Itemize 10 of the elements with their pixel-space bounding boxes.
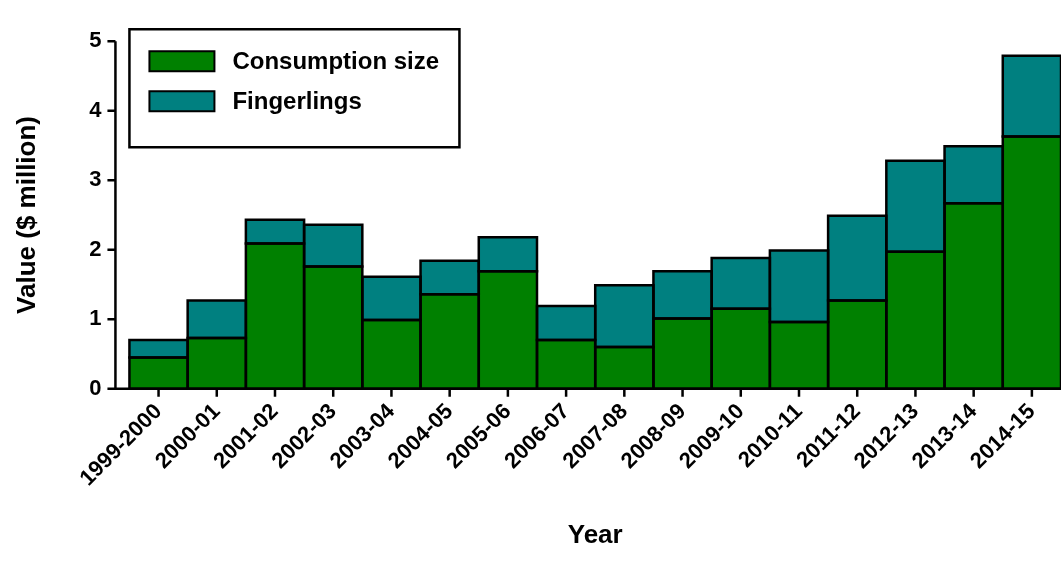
- y-tick-label: 3: [89, 166, 102, 192]
- y-tick-label: 2: [89, 235, 102, 261]
- y-tick-label: 1: [89, 305, 102, 331]
- y-tick-label: 4: [89, 96, 103, 122]
- y-tick-label: 5: [89, 27, 102, 53]
- x-axis-title: Year: [567, 518, 623, 549]
- y-axis-title: Value ($ million): [10, 116, 41, 314]
- legend-label: Fingerlings: [232, 86, 362, 114]
- y-tick-label: 0: [89, 374, 102, 400]
- legend-label: Consumption size: [232, 46, 440, 74]
